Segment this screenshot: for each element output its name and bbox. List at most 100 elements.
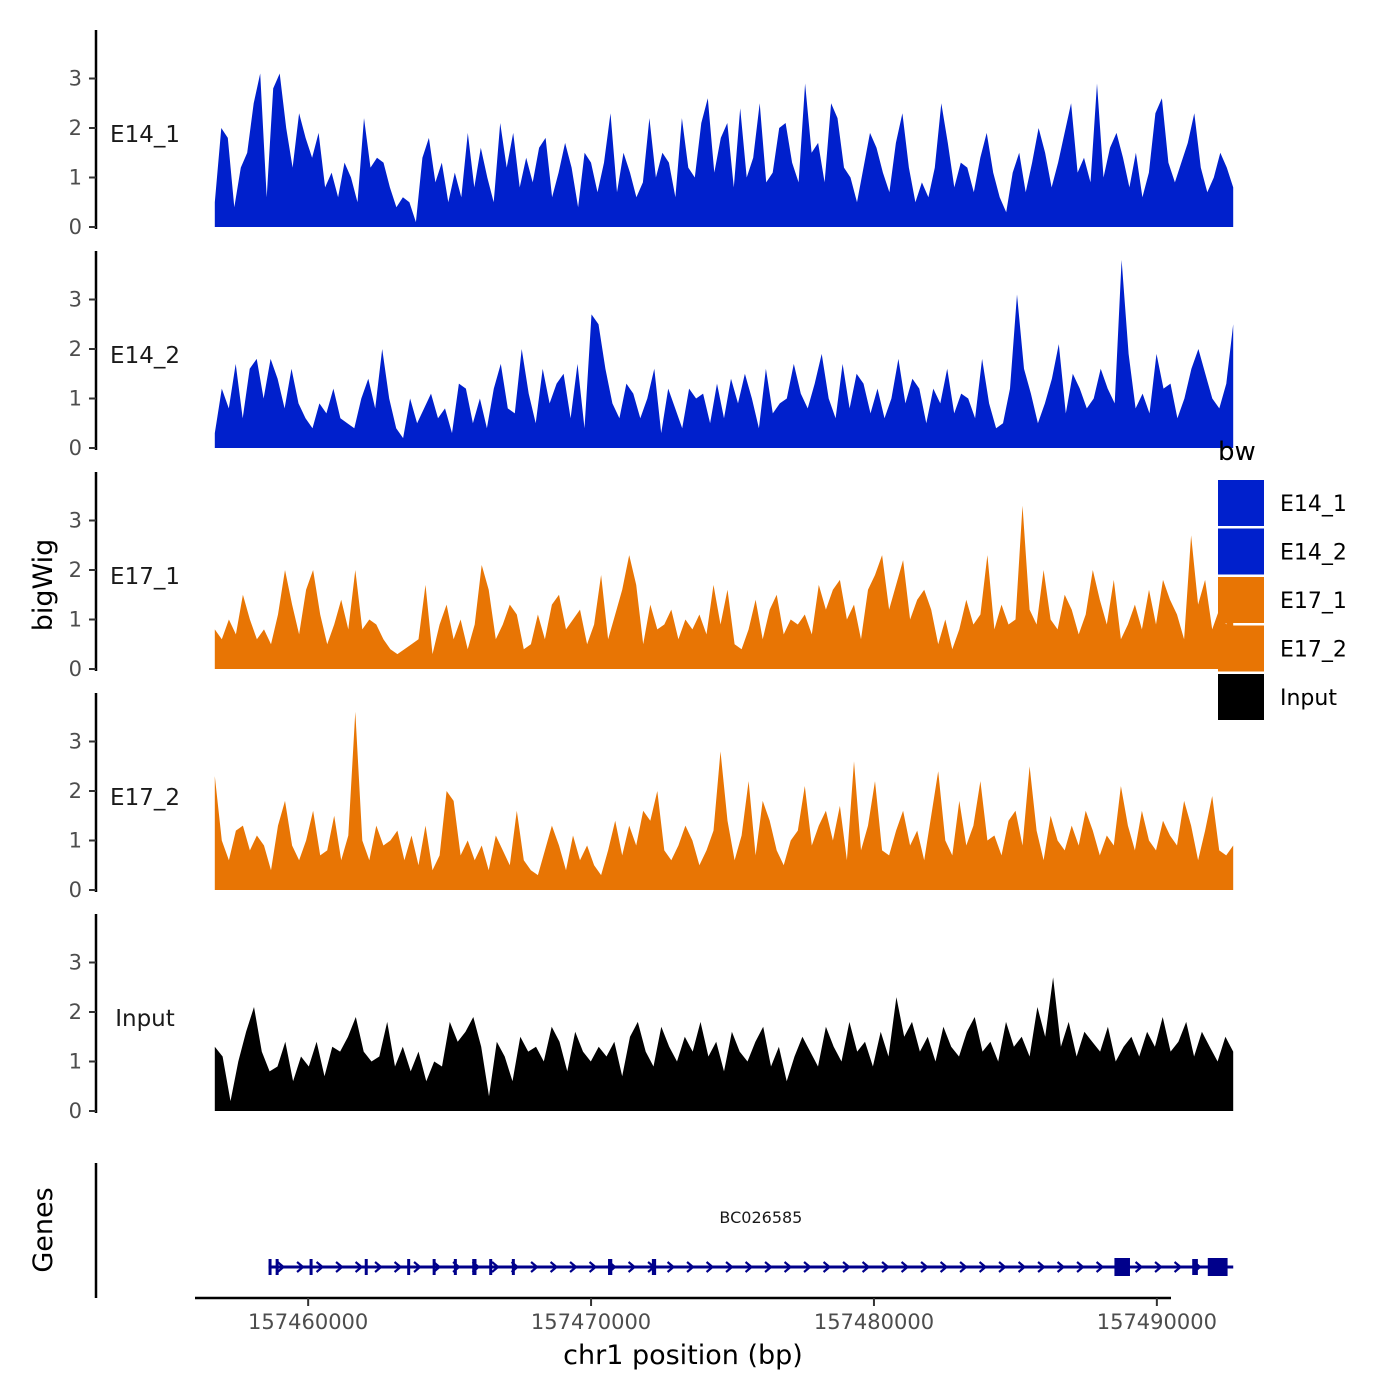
exon (407, 1259, 411, 1275)
exon (1192, 1259, 1198, 1275)
strand-arrow (569, 1261, 578, 1273)
strand-arrow (1076, 1261, 1085, 1273)
exon (275, 1259, 279, 1275)
panel-label-E17_2: E17_2 (110, 785, 180, 811)
strand-arrow (335, 1261, 344, 1273)
panel-label-Input: Input (115, 1006, 175, 1032)
legend: bw E14_1 E14_2 E17_1 E17_2 Input (1218, 437, 1347, 720)
legend-label-E14_2: E14_2 (1280, 541, 1347, 566)
strand-arrow (1154, 1261, 1163, 1273)
y-tick-label: 0 (69, 878, 82, 902)
signal-area-E17_2 (214, 711, 1234, 890)
strand-arrow (1056, 1261, 1066, 1273)
strand-arrow (900, 1261, 910, 1273)
exon (472, 1259, 477, 1275)
strand-arrow (861, 1261, 871, 1273)
legend-label-E17_2: E17_2 (1280, 638, 1347, 663)
exon (1114, 1258, 1130, 1276)
exon (608, 1259, 613, 1275)
strand-arrow (842, 1261, 851, 1273)
exon (489, 1259, 493, 1275)
exon (511, 1259, 515, 1275)
legend-label-E17_1: E17_1 (1280, 589, 1347, 614)
strand-arrow (627, 1261, 637, 1273)
strand-arrow (744, 1261, 754, 1273)
strand-arrow (998, 1261, 1007, 1273)
strand-arrow (276, 1261, 286, 1273)
y-tick-label: 1 (69, 608, 82, 632)
strand-arrow (315, 1261, 325, 1273)
legend-title: bw (1218, 437, 1256, 467)
x-tick-label: 157480000 (814, 1310, 934, 1334)
y-tick-label: 3 (69, 730, 82, 754)
legend-swatch-E14_2 (1218, 528, 1264, 575)
y-tick-label: 1 (69, 1050, 82, 1074)
y-tick-label: 2 (69, 337, 82, 361)
x-tick-label: 157460000 (248, 1310, 368, 1334)
y-tick-label: 2 (69, 558, 82, 582)
strand-arrow (705, 1261, 715, 1273)
x-tick-label: 157490000 (1097, 1310, 1217, 1334)
panel-label-E14_1: E14_1 (110, 122, 180, 148)
legend-swatch-E17_2 (1218, 625, 1264, 672)
strand-arrow (1095, 1261, 1105, 1273)
y-tick-label: 0 (69, 436, 82, 460)
strand-arrow (959, 1261, 968, 1273)
y-tick-label: 0 (69, 1099, 82, 1123)
strand-arrow (764, 1261, 773, 1273)
strand-arrow (1134, 1261, 1144, 1273)
gene-shapes (268, 1258, 1234, 1276)
y-tick-label: 3 (69, 951, 82, 975)
signal-area-E14_2 (214, 259, 1234, 448)
track-panel-Input: 0 1 2 3 Input (69, 914, 1234, 1123)
strand-arrow (1173, 1261, 1183, 1273)
y-tick-label: 3 (69, 509, 82, 533)
strand-arrow (666, 1261, 676, 1273)
signal-area-E14_1 (214, 73, 1234, 227)
strand-arrow (296, 1261, 305, 1273)
y-axis-title: bigWig (28, 539, 59, 632)
x-axis: 157460000 157470000 157480000 157490000 chr… (195, 1296, 1217, 1371)
strand-arrow (491, 1261, 500, 1273)
exon (309, 1259, 313, 1275)
y-tick-label: 2 (69, 779, 82, 803)
exon (432, 1259, 436, 1275)
y-tick-label: 1 (69, 166, 82, 190)
panel-label-E17_1: E17_1 (110, 564, 180, 590)
strand-arrow (588, 1261, 598, 1273)
strand-arrow (783, 1261, 793, 1273)
panel-label-E14_2: E14_2 (110, 343, 180, 369)
strand-arrow (822, 1261, 832, 1273)
strand-arrow (413, 1261, 422, 1273)
strand-arrow (374, 1261, 383, 1273)
strand-arrow (393, 1261, 403, 1273)
track-panel-E17_1: 0 1 2 3 E17_1 (69, 472, 1234, 681)
track-panel-E14_2: 0 1 2 3 E14_2 (69, 251, 1234, 460)
exon (1207, 1258, 1228, 1276)
gene-name-label: BC026585 (719, 1208, 802, 1227)
exon (364, 1259, 368, 1275)
x-ticks: 157460000 157470000 157480000 157490000 (248, 1298, 1217, 1334)
strand-arrow (725, 1261, 734, 1273)
strand-arrow (549, 1261, 559, 1273)
y-tick-label: 1 (69, 829, 82, 853)
strand-arrow (939, 1261, 949, 1273)
track-panel-E17_2: 0 1 2 3 E17_2 (69, 693, 1234, 902)
y-tick-label: 0 (69, 215, 82, 239)
strand-arrow (920, 1261, 929, 1273)
legend-label-E14_1: E14_1 (1280, 492, 1347, 517)
legend-swatch-Input (1218, 674, 1264, 720)
exon (651, 1259, 657, 1275)
legend-swatch-E17_1 (1218, 577, 1264, 623)
gene-panel: Genes BC026585 (28, 1163, 1234, 1298)
exon (453, 1259, 457, 1275)
strand-arrow (803, 1261, 812, 1273)
x-tick-label: 157470000 (531, 1310, 651, 1334)
strand-arrow (881, 1261, 890, 1273)
y-tick-label: 2 (69, 1000, 82, 1024)
y-tick-label: 0 (69, 657, 82, 681)
legend-swatch-E14_1 (1218, 480, 1264, 526)
x-axis-title: chr1 position (bp) (563, 1340, 803, 1371)
legend-label-Input: Input (1280, 686, 1337, 711)
